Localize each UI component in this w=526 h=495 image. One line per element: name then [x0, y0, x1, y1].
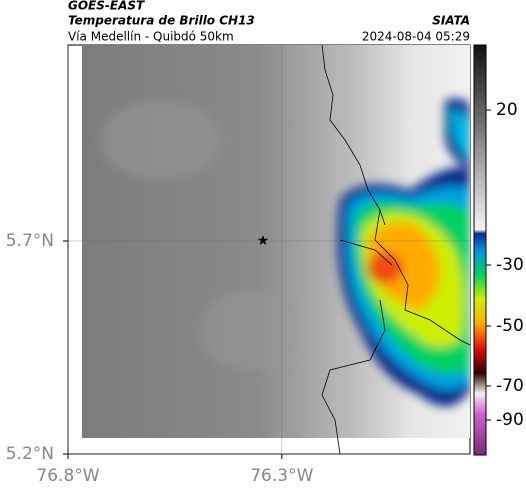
- borders: [321, 44, 471, 455]
- x-tick-label: 76.8°W: [36, 466, 99, 486]
- y-tick-label: 5.2°N: [6, 444, 54, 464]
- datetime: 2024-08-04 05:29: [362, 30, 470, 44]
- colorbar-label: -30: [496, 255, 524, 275]
- imagery: [82, 45, 470, 438]
- colorbar: [473, 44, 487, 456]
- product: Temperatura de Brillo CH13: [68, 14, 255, 28]
- source: SIATA: [432, 14, 470, 28]
- colorbar-label: 20: [496, 100, 518, 120]
- colorbar-label: -50: [496, 316, 524, 336]
- colorbar-label: -70: [496, 376, 524, 396]
- colorbar-label: -90: [496, 410, 524, 430]
- y-tick-label: 5.7°N: [6, 231, 54, 251]
- x-tick-label: 76.3°W: [250, 466, 313, 486]
- region: Vía Medellín - Quibdó 50km: [68, 30, 234, 44]
- satellite: GOES-EAST: [68, 0, 145, 13]
